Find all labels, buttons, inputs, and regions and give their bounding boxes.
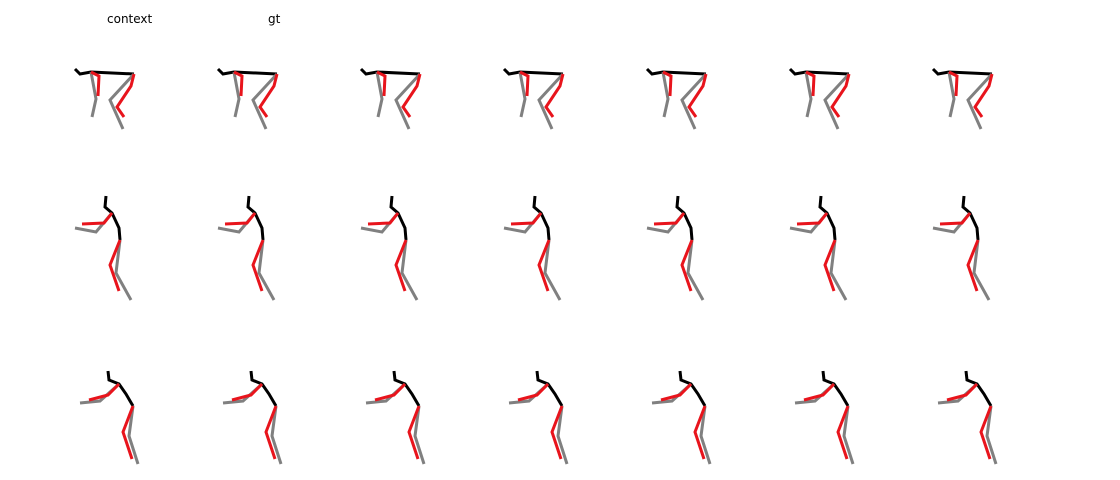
pose-figure-r3-c7 bbox=[938, 371, 996, 464]
pose-figure-r2-c5 bbox=[647, 196, 703, 300]
pose-figure-r1-c1 bbox=[75, 69, 134, 129]
right-limb-bone bbox=[375, 384, 405, 400]
left-limb-bone bbox=[366, 384, 405, 403]
pose-figure-r2-c4 bbox=[504, 196, 560, 300]
left-limb-bone bbox=[949, 72, 954, 117]
right-limb-bone bbox=[82, 213, 112, 224]
pose-figure-r2-c2 bbox=[218, 196, 274, 300]
pose-figure-r2-c3 bbox=[361, 196, 417, 300]
right-limb-bone bbox=[832, 74, 849, 117]
left-limb-bone bbox=[234, 72, 239, 117]
right-limb-bone bbox=[260, 74, 277, 117]
left-limb-bone bbox=[520, 72, 525, 117]
right-limb-bone bbox=[518, 384, 548, 400]
pose-figure-r3-c2 bbox=[223, 371, 281, 464]
left-limb-bone bbox=[223, 384, 262, 403]
left-limb-bone bbox=[652, 384, 691, 403]
right-limb-bone bbox=[546, 74, 563, 117]
pose-figure-r3-c4 bbox=[509, 371, 567, 464]
pose-figure-r2-c6 bbox=[790, 196, 846, 300]
left-limb-bone bbox=[91, 72, 96, 117]
right-limb-bone bbox=[654, 213, 684, 224]
right-limb-bone bbox=[804, 384, 834, 400]
spine-bone bbox=[790, 69, 849, 74]
left-limb-bone bbox=[938, 384, 977, 403]
right-limb-bone bbox=[539, 240, 549, 291]
pose-figure-r3-c3 bbox=[366, 371, 424, 464]
spine-bone bbox=[504, 69, 563, 74]
pose-figure-r1-c7 bbox=[933, 69, 992, 129]
left-limb-bone bbox=[509, 384, 548, 403]
right-limb-bone bbox=[110, 240, 120, 291]
spine-bone bbox=[933, 69, 992, 74]
pose-figure-r1-c5 bbox=[647, 69, 706, 129]
left-limb-bone bbox=[663, 72, 668, 117]
right-limb-bone bbox=[825, 240, 835, 291]
right-limb-bone bbox=[396, 240, 406, 291]
right-limb-bone bbox=[661, 384, 691, 400]
pose-figure-r2-c7 bbox=[933, 196, 989, 300]
pose-figure-r2-c1 bbox=[75, 196, 131, 300]
left-limb-bone bbox=[80, 384, 119, 403]
right-limb-bone bbox=[368, 213, 398, 224]
right-limb-bone bbox=[940, 213, 970, 224]
spine-bone bbox=[647, 69, 706, 74]
spine-bone bbox=[75, 69, 134, 74]
pose-figure-r1-c2 bbox=[218, 69, 277, 129]
right-limb-bone bbox=[968, 240, 978, 291]
right-limb-bone bbox=[797, 213, 827, 224]
spine-bone bbox=[218, 69, 277, 74]
pose-figure-r1-c3 bbox=[361, 69, 420, 129]
right-limb-bone bbox=[403, 74, 420, 117]
right-limb-bone bbox=[511, 213, 541, 224]
left-limb-bone bbox=[806, 72, 811, 117]
right-limb-bone bbox=[89, 384, 119, 400]
right-limb-bone bbox=[682, 240, 692, 291]
pose-figure-r3-c5 bbox=[652, 371, 710, 464]
spine-bone bbox=[361, 69, 420, 74]
left-limb-bone bbox=[795, 384, 834, 403]
right-limb-bone bbox=[225, 213, 255, 224]
right-limb-bone bbox=[947, 384, 977, 400]
right-limb-bone bbox=[689, 74, 706, 117]
right-limb-bone bbox=[975, 74, 992, 117]
right-limb-bone bbox=[253, 240, 263, 291]
right-limb-bone bbox=[232, 384, 262, 400]
pose-figure-r1-c4 bbox=[504, 69, 563, 129]
left-limb-bone bbox=[377, 72, 382, 117]
pose-figure-r3-c1 bbox=[80, 371, 138, 464]
right-limb-bone bbox=[117, 74, 134, 117]
pose-figure-r3-c6 bbox=[795, 371, 853, 464]
pose-figure-r1-c6 bbox=[790, 69, 849, 129]
